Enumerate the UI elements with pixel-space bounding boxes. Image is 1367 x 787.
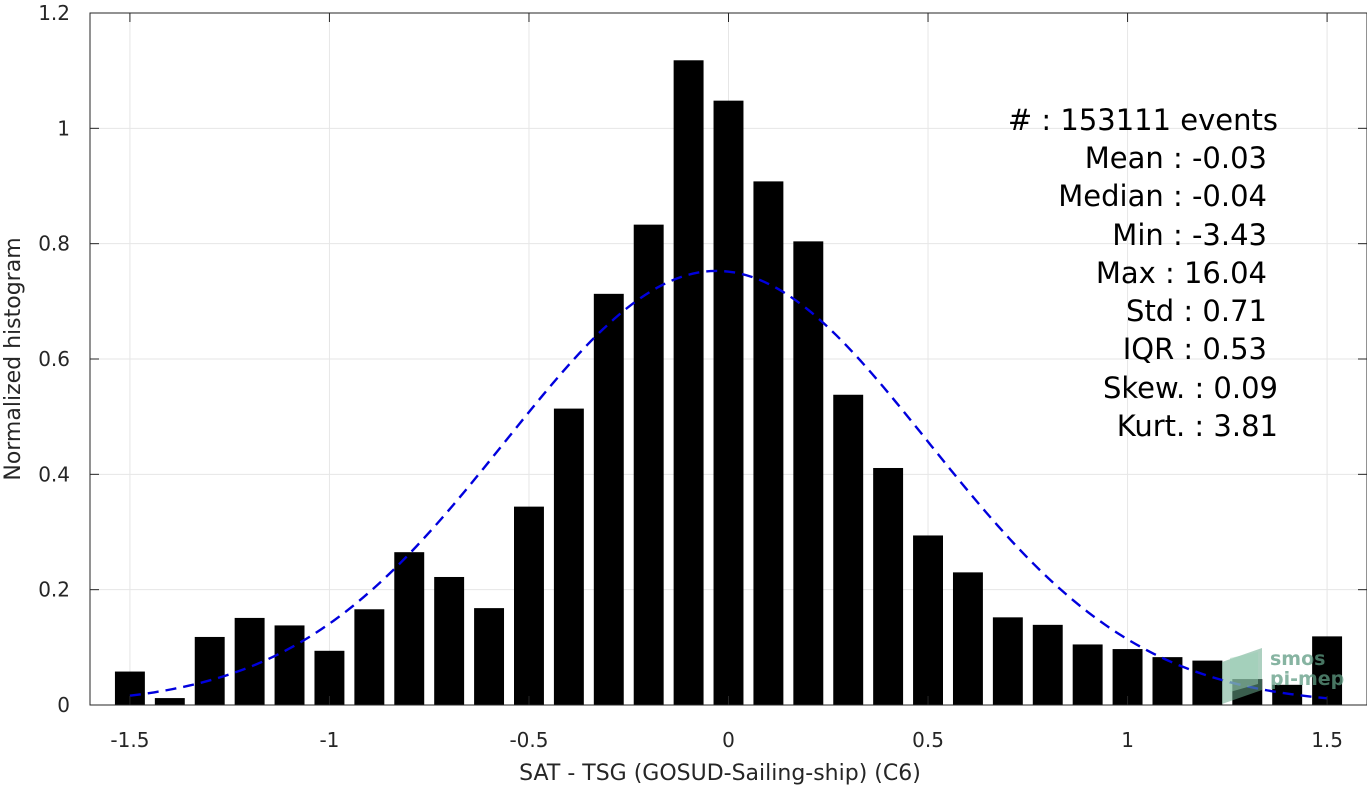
y-tick-label-5: 1 <box>57 116 70 140</box>
histogram-bar-26 <box>1152 657 1183 705</box>
y-tick-label-1: 0.2 <box>38 578 70 602</box>
y-tick-labels: 0 0.2 0.4 0.6 0.8 1 1.2 <box>38 1 70 717</box>
histogram-bar-19 <box>873 467 904 705</box>
histogram-bar-6 <box>354 609 385 705</box>
x-tick-labels: -1.5 -1 -0.5 0 0.5 1 1.5 <box>110 728 1343 752</box>
x-tick-label-2: -0.5 <box>509 728 548 752</box>
histogram-bar-12 <box>593 293 624 705</box>
histogram-bar-10 <box>514 506 544 705</box>
histogram-bar-21 <box>952 572 983 705</box>
y-tick-label-2: 0.4 <box>38 462 70 486</box>
histogram-bar-22 <box>992 617 1023 705</box>
histogram-bar-2 <box>194 636 225 705</box>
stat-mean: Mean : -0.03 <box>1085 141 1267 175</box>
y-axis-label: Normalized histogram <box>1 237 26 480</box>
histogram-bar-11 <box>553 408 584 705</box>
histogram-bar-27 <box>1192 660 1223 705</box>
histogram-bar-20 <box>913 535 943 705</box>
histogram-bar-29 <box>1272 684 1303 705</box>
histogram-bar-7 <box>394 552 425 705</box>
histogram-bar-16 <box>753 181 784 706</box>
x-tick-label-5: 1 <box>1121 728 1134 752</box>
x-tick-label-0: -1.5 <box>110 728 149 752</box>
smos-pimep-logo: smos pi-mep <box>1222 648 1344 704</box>
x-tick-label-4: 0.5 <box>912 728 944 752</box>
y-tick-label-4: 0.8 <box>38 232 70 256</box>
normal-fit-curve <box>129 269 1328 700</box>
logo-shape-inner <box>1230 652 1258 692</box>
histogram-bar-4 <box>274 625 305 705</box>
y-tick-label-3: 0.6 <box>38 347 70 371</box>
stat-max: Max : 16.04 <box>1096 256 1267 290</box>
histogram-bar-9 <box>474 608 505 705</box>
histogram-bar-25 <box>1112 649 1143 705</box>
histogram-bar-1 <box>154 698 185 705</box>
histogram-bar-18 <box>833 394 864 705</box>
histogram-bar-24 <box>1072 644 1103 705</box>
histogram-bars <box>114 60 1343 706</box>
histogram-bar-15 <box>713 100 744 706</box>
logo-text-smos: smos <box>1270 648 1325 670</box>
histogram-bar-3 <box>234 617 265 705</box>
histogram-bar-23 <box>1032 624 1063 705</box>
axis-ticks <box>90 12 1367 706</box>
histogram-bar-30 <box>1312 636 1343 705</box>
histogram-bar-17 <box>793 241 824 706</box>
y-tick-label-6: 1.2 <box>38 1 70 25</box>
stat-std: Std : 0.71 <box>1126 294 1267 328</box>
stat-iqr: IQR : 0.53 <box>1123 332 1267 366</box>
stat-median: Median : -0.04 <box>1058 179 1267 213</box>
stat-min: Min : -3.43 <box>1112 218 1267 252</box>
x-tick-label-6: 1.5 <box>1311 728 1343 752</box>
stat-events: # : 153111 events <box>1008 103 1278 137</box>
histogram-bar-5 <box>314 650 345 705</box>
x-tick-label-1: -1 <box>319 728 339 752</box>
histogram-bar-8 <box>434 576 465 705</box>
stat-kurt: Kurt. : 3.81 <box>1117 409 1278 443</box>
x-axis-label: SAT - TSG (GOSUD-Sailing-ship) (C6) <box>519 761 921 786</box>
histogram-bar-13 <box>633 224 664 706</box>
y-tick-label-0: 0 <box>57 693 70 717</box>
logo-text-pimep: pi-mep <box>1270 668 1344 690</box>
x-tick-label-3: 0 <box>722 728 735 752</box>
statistics-box: # : 153111 events Mean : -0.03 Median : … <box>1008 103 1278 443</box>
histogram-bar-14 <box>673 60 704 705</box>
stat-skew: Skew. : 0.09 <box>1103 371 1278 405</box>
